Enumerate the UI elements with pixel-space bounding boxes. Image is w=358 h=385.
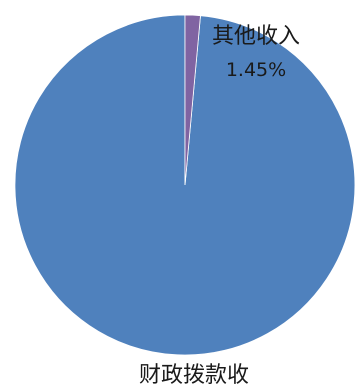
pie-slice-other-income	[184, 14, 201, 186]
pie-slices	[14, 14, 356, 356]
slice-value-label-other-income: 1.45%	[226, 59, 286, 81]
pie-labels: 其他收入 1.45% 财政拨款收	[139, 24, 300, 385]
slice-label-fiscal-appropriation: 财政拨款收	[139, 363, 249, 385]
slice-label-other-income: 其他收入	[212, 24, 300, 49]
